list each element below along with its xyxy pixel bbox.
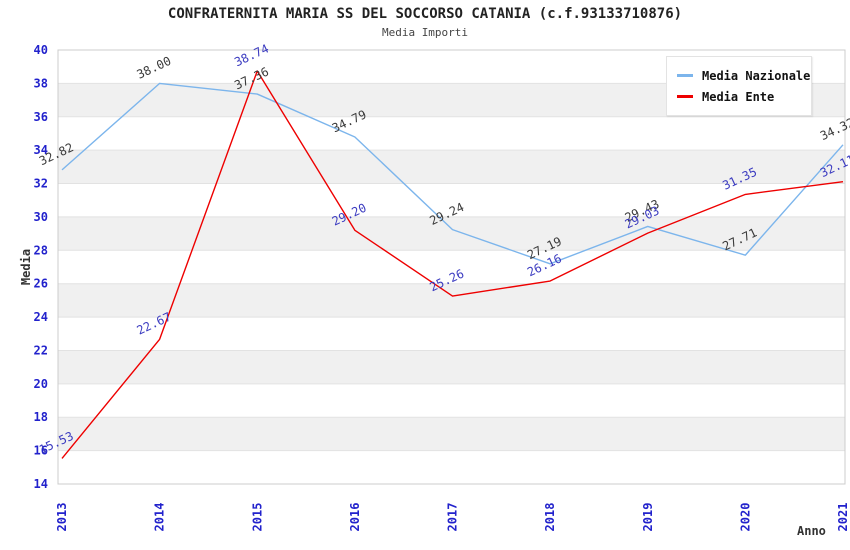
plot-border [57,49,846,485]
chart-subtitle: Media Importi [381,26,469,39]
legend-item-media-nazionale[interactable]: Media Nazionale [677,65,810,86]
y-tick-label: 30 [34,210,48,224]
x-tick-label: 2021 [836,503,850,532]
data-label: 15.53 [37,429,76,457]
legend: Media Nazionale Media Ente [666,56,812,116]
y-tick-label: 18 [34,410,48,424]
plot-band [58,216,845,251]
data-label: 38.00 [135,54,174,82]
x-tick-label: 2019 [641,503,655,532]
series-line-media-ente [61,70,844,459]
series-line-media-nazionale [61,82,844,265]
y-tick-label: 40 [34,43,48,57]
y-tick-label: 34 [34,143,48,157]
x-tick-label: 2015 [250,503,264,532]
legend-item-media-ente[interactable]: Media Ente [677,86,801,107]
y-tick-label: 16 [34,444,48,458]
legend-swatch-icon [677,74,693,77]
y-tick-label: 32 [34,177,48,191]
plot-band [58,150,845,184]
y-axis-title: Media [19,248,33,286]
x-tick-label: 2017 [446,503,460,532]
y-tick-label: 28 [34,243,48,257]
legend-swatch-icon [677,95,693,98]
legend-label: Media Ente [702,89,775,104]
y-tick-label: 14 [34,477,48,491]
plot-band [58,417,845,451]
y-tick-label: 36 [34,110,48,124]
legend-label: Media Nazionale [702,68,811,83]
y-tick-label: 20 [34,377,48,391]
y-tick-label: 24 [34,310,48,324]
plot-band [58,283,845,318]
y-tick-label: 26 [34,277,48,291]
x-tick-label: 2013 [55,503,69,532]
x-tick-label: 2014 [153,503,167,532]
plot-band [58,350,845,384]
y-tick-label: 22 [34,343,48,357]
x-tick-label: 2020 [738,503,752,532]
y-tick-label: 38 [34,76,48,90]
x-axis-title: Anno [797,524,826,538]
x-tick-label: 2018 [543,503,557,532]
x-tick-label: 2016 [348,503,362,532]
chart-title: CONFRATERNITA MARIA SS DEL SOCCORSO CATA… [167,6,683,22]
